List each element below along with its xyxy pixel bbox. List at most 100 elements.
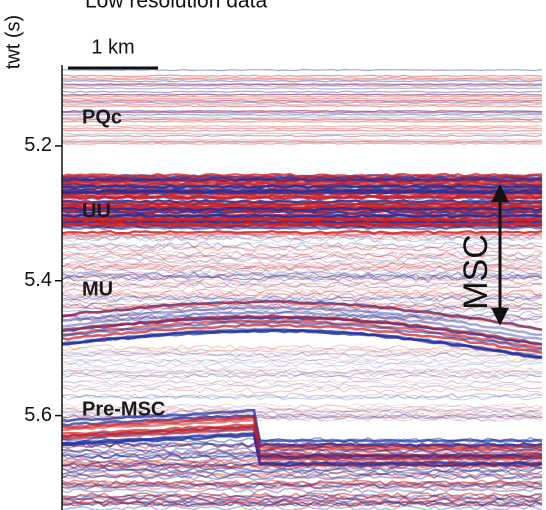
reflector <box>62 253 543 261</box>
reflector <box>62 93 543 96</box>
reflector <box>62 383 543 390</box>
reflector <box>62 90 543 94</box>
reflector <box>62 83 543 87</box>
reflector <box>62 176 543 182</box>
reflector <box>62 352 543 359</box>
reflector <box>62 103 543 106</box>
reflector <box>62 302 543 310</box>
reflector <box>62 447 543 454</box>
reflector <box>62 379 543 386</box>
reflector <box>62 276 543 284</box>
reflector <box>62 482 543 490</box>
reflector <box>62 482 543 490</box>
reflector <box>62 387 543 394</box>
reflector <box>62 113 543 117</box>
reflector <box>62 466 543 474</box>
reflector <box>62 76 543 80</box>
reflector <box>62 291 543 299</box>
reflector <box>62 217 543 222</box>
reflector <box>62 273 543 281</box>
reflector <box>62 138 543 142</box>
reflector <box>62 358 543 365</box>
reflector <box>62 314 543 346</box>
reflector <box>62 120 543 124</box>
reflector <box>62 273 543 281</box>
reflector <box>62 232 543 237</box>
reflector <box>62 365 543 372</box>
reflector <box>62 110 543 113</box>
reflector <box>62 142 543 145</box>
reflector <box>62 244 543 252</box>
reflector <box>62 413 543 420</box>
interval-label: MSC <box>457 234 495 310</box>
reflector <box>62 244 543 252</box>
reflector <box>62 118 543 121</box>
reflector <box>62 463 543 470</box>
reflector <box>62 487 543 494</box>
reflector <box>62 449 543 456</box>
reflector <box>62 442 543 450</box>
reflector <box>62 408 543 443</box>
reflector <box>62 392 543 399</box>
reflector <box>62 262 543 270</box>
reflector <box>62 352 543 358</box>
reflector <box>62 497 543 504</box>
reflector <box>62 78 543 81</box>
reflector <box>62 221 543 227</box>
reflector <box>62 457 543 465</box>
reflector <box>62 206 543 212</box>
reflector <box>62 505 543 510</box>
reflector <box>62 320 543 352</box>
reflector <box>62 271 543 279</box>
reflector <box>62 267 543 275</box>
reflector <box>62 129 543 132</box>
reflector <box>62 294 543 302</box>
reflector <box>62 124 543 128</box>
reflector <box>62 278 543 286</box>
reflector <box>62 408 543 443</box>
reflector <box>62 141 542 144</box>
reflector <box>62 368 543 375</box>
reflector <box>62 319 543 350</box>
reflector <box>62 371 543 378</box>
reflector <box>62 423 543 457</box>
reflector <box>62 436 543 444</box>
reflector <box>62 305 543 337</box>
reflector <box>62 344 543 351</box>
reflector <box>62 500 543 507</box>
reflector <box>62 294 543 303</box>
reflector <box>62 453 543 460</box>
reflector <box>62 368 543 375</box>
reflector <box>62 356 543 363</box>
reflector <box>62 229 543 235</box>
reflector <box>62 493 543 500</box>
seismic-section <box>62 68 543 510</box>
reflector <box>62 140 543 143</box>
reflector <box>62 394 543 401</box>
reflector <box>62 472 543 480</box>
reflector <box>62 132 543 136</box>
reflector <box>62 378 543 385</box>
reflector <box>62 416 543 423</box>
reflector <box>62 347 543 354</box>
reflector <box>62 313 543 321</box>
reflector <box>62 254 543 262</box>
reflector <box>62 68 543 72</box>
reflector <box>62 235 543 242</box>
reflector <box>62 474 543 481</box>
reflector <box>62 104 543 108</box>
reflector <box>62 79 543 83</box>
reflector <box>62 393 543 400</box>
reflector <box>62 462 543 470</box>
reflector <box>62 480 543 487</box>
reflector <box>62 407 543 414</box>
reflector <box>62 373 543 380</box>
reflector <box>62 292 543 300</box>
reflector <box>62 273 543 281</box>
reflector <box>62 126 543 130</box>
reflector <box>62 280 543 288</box>
reflector <box>62 259 543 267</box>
reflector <box>62 479 543 486</box>
reflector <box>62 235 543 243</box>
reflector <box>62 441 542 449</box>
